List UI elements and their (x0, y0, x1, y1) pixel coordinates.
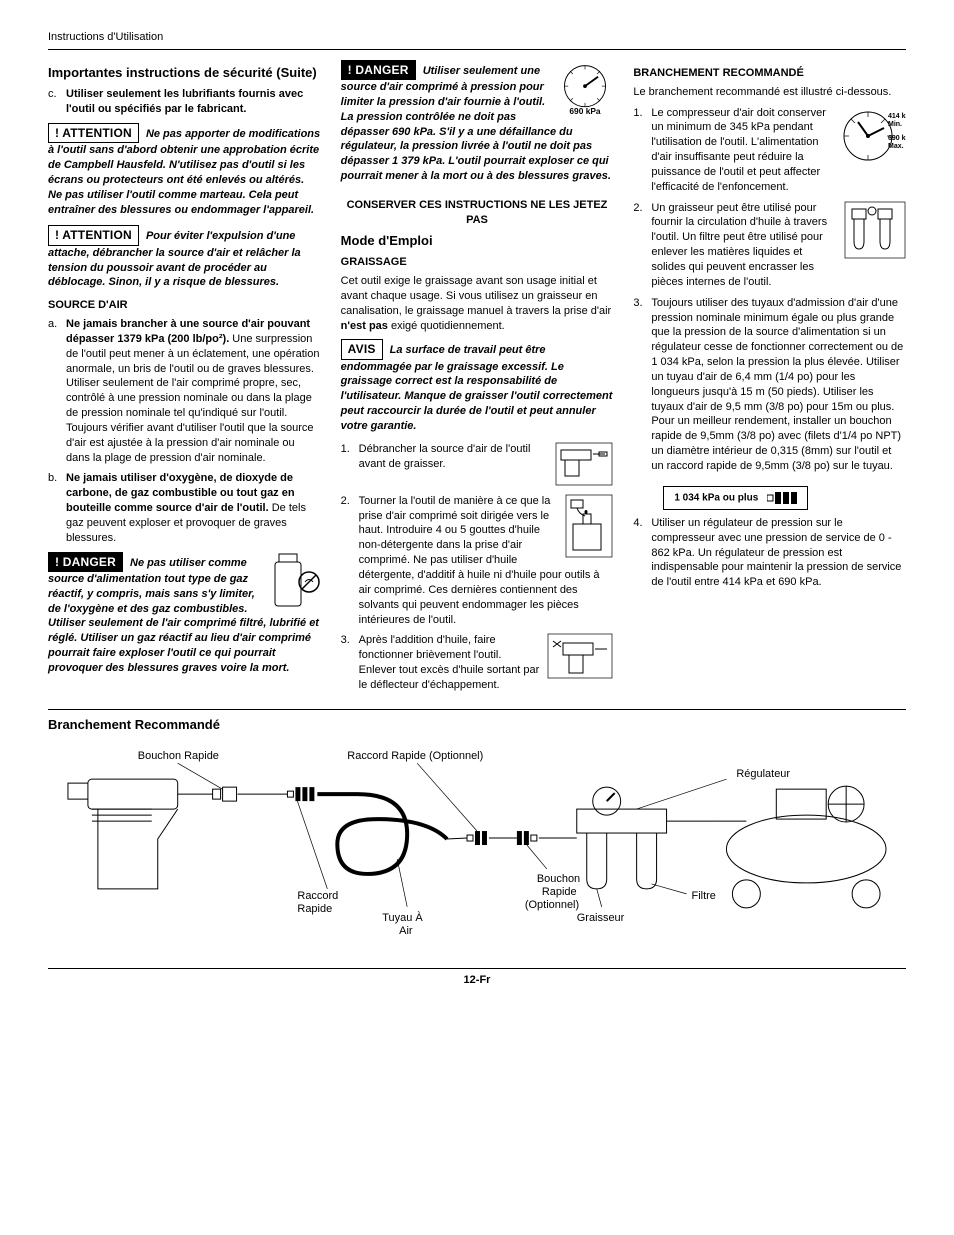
attention-2: ! ATTENTION Pour éviter l'expulsion d'un… (48, 225, 321, 290)
hookup-title: Branchement Recommandé (48, 709, 906, 734)
label-tuyau: Tuyau À (382, 911, 423, 924)
subhead-branchement: BRANCHEMENT RECOMMANDÉ (633, 66, 906, 81)
branch-step-3: 3. Toujours utiliser des tuyaux d'admiss… (633, 296, 906, 474)
step-text: Un graisseur peut être utilisé pour four… (651, 201, 906, 290)
attention-badge: ! ATTENTION (48, 123, 139, 143)
step-text: Toujours utiliser des tuyaux d'admission… (651, 296, 906, 474)
step-1: 1. Débrancher la source d'air de l'outil… (341, 442, 614, 488)
graissage-intro: Cet outil exige le graissage avant son u… (341, 274, 614, 333)
step-label: 3. (633, 296, 651, 474)
page-footer: 12-Fr (48, 968, 906, 988)
section-title-safety: Importantes instructions de sécurité (Su… (48, 64, 321, 82)
avis-badge: AVIS (341, 339, 383, 359)
no-gas-icon (273, 552, 321, 608)
item-text-bold: Utiliser seulement les lubrifiants fourn… (66, 88, 303, 115)
list-item-b: b. Ne jamais utiliser d'oxygène, de diox… (48, 471, 321, 545)
item-text: Ne jamais brancher à une source d'air po… (66, 317, 321, 465)
gauge-minmax-icon: 414 kPa Min. 690 kPa Max. (836, 106, 906, 166)
danger-1: ! DANGER Ne pas utiliser comme source d'… (48, 552, 321, 676)
list-item-c: c. Utiliser seulement les lubrifiants fo… (48, 87, 321, 117)
step-text: Débrancher la source d'air de l'outil av… (359, 442, 614, 488)
danger-2: 690 kPa ! DANGER Utiliser seulement une … (341, 60, 614, 184)
warn-icon: ! (55, 554, 59, 570)
step-label: 4. (633, 516, 651, 590)
attention-1: ! ATTENTION Ne pas apporter de modificat… (48, 123, 321, 217)
danger-badge: ! DANGER (48, 552, 123, 572)
step-text: Utiliser un régulateur de pression sur l… (651, 516, 906, 590)
label-bouchon-rapide: Bouchon Rapide (138, 751, 219, 763)
branchement-intro: Le branchement recommandé est illustré c… (633, 85, 906, 100)
step-2: 2. Tourner la l'outil de manière à ce qu… (341, 494, 614, 628)
page-header: Instructions d'Utilisation (48, 30, 906, 50)
warn-icon: ! (55, 125, 59, 141)
label-graisseur: Graisseur (577, 912, 625, 924)
column-3: BRANCHEMENT RECOMMANDÉ Le branchement re… (633, 60, 906, 699)
item-label: b. (48, 471, 66, 545)
tool-oil-icon (565, 494, 613, 558)
gauge-icon-690: 690 kPa (557, 60, 613, 116)
svg-text:(Optionnel): (Optionnel) (525, 899, 579, 911)
danger-badge: ! DANGER (341, 60, 416, 80)
main-columns: Importantes instructions de sécurité (Su… (48, 60, 906, 699)
item-label: c. (48, 87, 66, 117)
item-text: Ne jamais utiliser d'oxygène, de dioxyde… (66, 471, 321, 545)
step-text: 414 kPa Min. 690 kPa Max. Le compresseur… (651, 106, 906, 195)
svg-text:414 kPa: 414 kPa (888, 113, 906, 120)
attention-badge: ! ATTENTION (48, 225, 139, 245)
tool-run-icon (547, 633, 613, 679)
subhead-source-air: SOURCE D'AIR (48, 298, 321, 313)
svg-text:Rapide: Rapide (297, 903, 332, 915)
list-item-a: a. Ne jamais brancher à une source d'air… (48, 317, 321, 465)
column-1: Importantes instructions de sécurité (Su… (48, 60, 321, 699)
branch-step-2: 2. Un graisseur peut être utilisé pour f… (633, 201, 906, 290)
branch-step-4: 4. Utiliser un régulateur de pression su… (633, 516, 906, 590)
step-label: 1. (341, 442, 359, 488)
item-label: a. (48, 317, 66, 465)
oiler-filter-icon (844, 201, 906, 259)
step-text: Tourner la l'outil de manière à ce que l… (359, 494, 614, 628)
label-bouchon-opt: Bouchon (537, 873, 580, 885)
label-regulateur: Régulateur (736, 768, 790, 780)
hose-rating-box: 1 034 kPa ou plus (663, 486, 808, 510)
step-label: 1. (633, 106, 651, 195)
section-title-mode: Mode d'Emploi (341, 232, 614, 250)
svg-text:Air: Air (399, 925, 413, 937)
column-2: 690 kPa ! DANGER Utiliser seulement une … (341, 60, 614, 699)
step-text: Après l'addition d'huile, faire fonction… (359, 633, 614, 692)
svg-text:690 kPa: 690 kPa (570, 106, 602, 116)
label-raccord: Raccord (297, 890, 338, 902)
branch-step-1: 1. 414 kPa Min. 690 kPa Max. (633, 106, 906, 195)
label-raccord-opt: Raccord Rapide (Optionnel) (347, 751, 483, 763)
avis-1: AVIS La surface de travail peut être end… (341, 339, 614, 433)
hookup-diagram: Bouchon Rapide Raccord Rapide (Optionnel… (48, 739, 906, 959)
svg-text:Rapide: Rapide (542, 886, 577, 898)
coupler-icon (767, 491, 797, 505)
svg-text:Max.: Max. (888, 143, 904, 150)
warn-icon: ! (55, 227, 59, 243)
tool-disconnect-icon (555, 442, 613, 486)
step-label: 2. (633, 201, 651, 290)
subhead-conserve: CONSERVER CES INSTRUCTIONS NE LES JETEZ … (341, 198, 614, 228)
hookup-section: Branchement Recommandé (48, 709, 906, 964)
svg-text:Min.: Min. (888, 121, 902, 128)
subhead-graissage: GRAISSAGE (341, 255, 614, 270)
step-label: 2. (341, 494, 359, 628)
svg-text:690 kPa: 690 kPa (888, 135, 906, 142)
label-filtre: Filtre (692, 890, 716, 902)
warn-icon: ! (348, 62, 352, 78)
step-label: 3. (341, 633, 359, 692)
step-3: 3. Après l'addition d'huile, faire fonct… (341, 633, 614, 692)
